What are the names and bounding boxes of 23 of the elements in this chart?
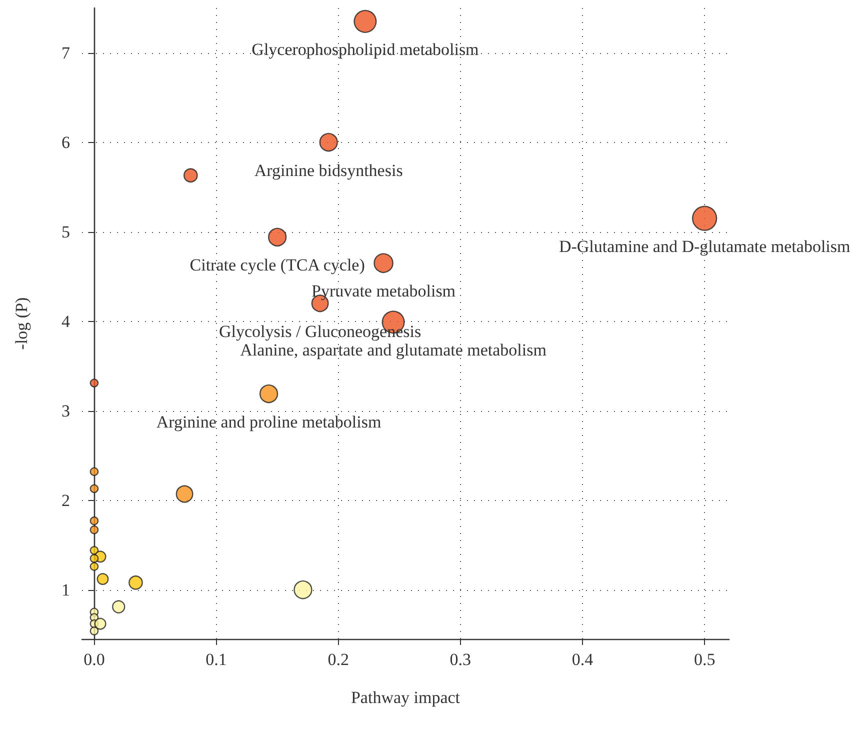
x-tick-label: 0.3: [450, 650, 472, 669]
x-tick-label: 0.0: [84, 650, 105, 669]
annotation: D-Glutamine and D-glutamate metabolism: [558, 236, 850, 256]
y-tick-label: 5: [62, 222, 70, 242]
y-axis-title: -log (P): [12, 297, 31, 350]
y-tick-label: 7: [62, 43, 70, 62]
y-tick-label: 4: [62, 312, 70, 331]
x-tick-label: 0.4: [572, 650, 594, 669]
annotation: Glycolysis / Gluconeogenesis: [219, 322, 422, 341]
y-tick-label: 6: [62, 132, 70, 152]
y-tick-label: 2: [62, 490, 70, 510]
x-tick-label: 0.1: [206, 650, 227, 669]
annotation: Alanine, aspartate and glutamate metabolism: [240, 340, 546, 360]
annotation: Pyruvate metabolism: [312, 282, 456, 301]
y-tick-label: 3: [62, 401, 70, 420]
annotation: Arginine bidsynthesis: [254, 160, 403, 180]
x-tick-label: 0.5: [694, 650, 716, 669]
annotation: Glycerophospholipid metabolism: [252, 40, 479, 59]
y-tick-label: 1: [62, 580, 70, 600]
x-tick-label: 0.2: [328, 650, 349, 669]
x-axis-title: Pathway impact: [350, 688, 460, 707]
annotation: Arginine and proline metabolism: [156, 412, 382, 432]
annotation: Citrate cycle (TCA cycle): [190, 256, 365, 275]
